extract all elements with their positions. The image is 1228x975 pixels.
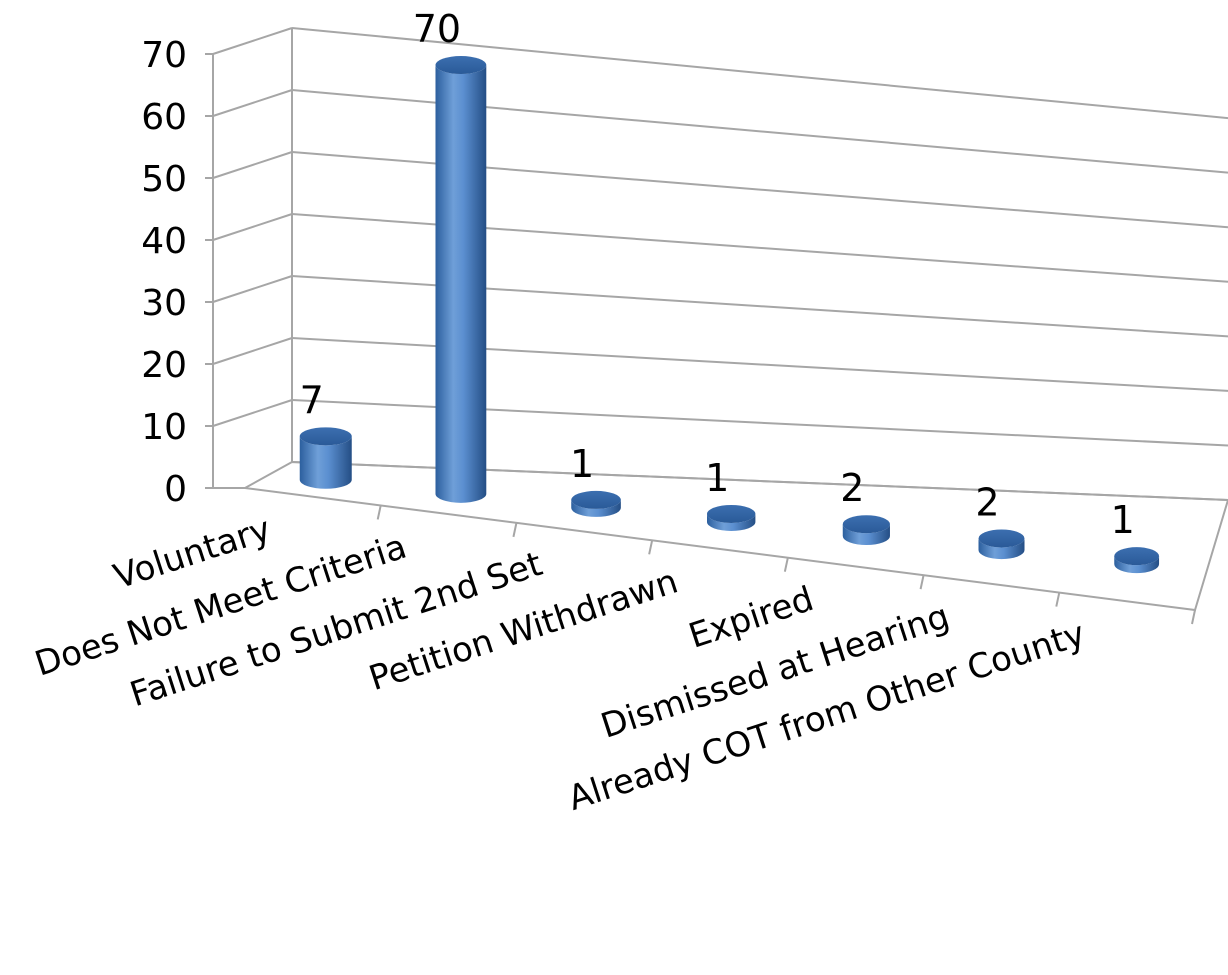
- bar-body: [571, 499, 621, 517]
- x-tick-mark: [376, 505, 382, 520]
- bar-body: [842, 524, 890, 546]
- side-gridline: [212, 151, 293, 179]
- data-label: 1: [570, 442, 594, 486]
- gridline: [291, 275, 1228, 338]
- y-tick-label: 50: [141, 159, 187, 200]
- bar: [707, 504, 756, 531]
- gridline: [291, 399, 1228, 447]
- x-tick-mark: [1191, 609, 1196, 625]
- bars: [299, 56, 1160, 574]
- bar-top: [1114, 547, 1160, 566]
- y-tick-label: 10: [141, 407, 187, 448]
- side-gridline: [212, 89, 293, 117]
- y-tick-label: 0: [164, 469, 187, 510]
- gridline: [291, 151, 1228, 229]
- side-gridline: [212, 213, 293, 241]
- y-tick-label: 30: [141, 283, 187, 324]
- y-tick-label: 70: [141, 35, 187, 76]
- bar-top: [299, 427, 352, 446]
- bar-body: [978, 538, 1025, 560]
- data-label: 70: [413, 7, 461, 51]
- x-tick-mark: [1055, 592, 1061, 607]
- bar: [1114, 547, 1160, 574]
- bar-top: [978, 529, 1025, 548]
- bar-top: [707, 504, 756, 523]
- side-gridline: [212, 337, 293, 365]
- x-tick-mark: [648, 540, 654, 555]
- data-label: 2: [840, 466, 864, 510]
- data-label: 7: [300, 378, 324, 422]
- y-tick-label: 40: [141, 221, 187, 262]
- side-gridline: [212, 27, 293, 55]
- x-tick-mark: [512, 522, 518, 538]
- side-gridline: [212, 275, 293, 303]
- gridline: [291, 27, 1228, 120]
- side-gridline: [212, 399, 293, 427]
- gridline: [291, 337, 1228, 392]
- bar-body: [707, 513, 756, 531]
- bar-top: [842, 515, 890, 534]
- data-label: 2: [975, 480, 999, 524]
- y-axis-tick-labels: 0 10 20 30 40 50 60 70: [141, 35, 187, 510]
- floor-outline: [244, 460, 1228, 612]
- x-tick-mark: [919, 574, 925, 590]
- bar-top: [435, 56, 487, 75]
- bar: [435, 56, 487, 503]
- x-tick-mark: [783, 557, 789, 572]
- bar: [842, 515, 890, 546]
- bar: [299, 427, 352, 489]
- y-tick-label: 60: [141, 97, 187, 138]
- axes: [205, 28, 1228, 625]
- bar: [571, 490, 621, 517]
- gridlines: [212, 27, 1228, 501]
- gridline: [291, 89, 1228, 174]
- data-label: 1: [705, 456, 729, 500]
- bar-body: [1114, 556, 1160, 574]
- data-label: 1: [1111, 498, 1135, 542]
- bar-body: [435, 65, 487, 503]
- gridline: [291, 213, 1228, 283]
- bar-top: [571, 490, 621, 509]
- data-labels: 7 70 1 1 2 2 1: [300, 7, 1135, 542]
- y-tick-label: 20: [141, 345, 187, 386]
- bar-body: [299, 436, 352, 489]
- bar: [978, 529, 1025, 560]
